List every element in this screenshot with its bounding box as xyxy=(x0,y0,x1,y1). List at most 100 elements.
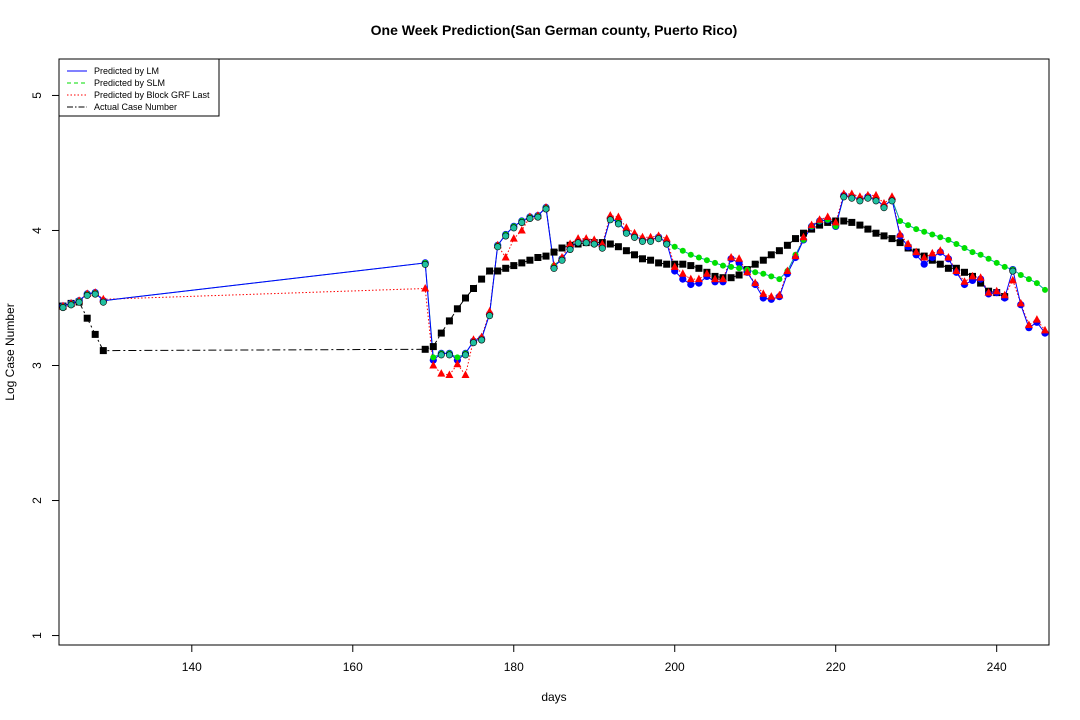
overlap-point xyxy=(864,194,872,202)
overlap-point xyxy=(872,197,880,205)
overlap-point xyxy=(421,260,429,268)
actual-point xyxy=(462,294,469,302)
slm-point xyxy=(929,231,936,238)
grf-point xyxy=(711,274,719,283)
legend-label: Predicted by LM xyxy=(94,66,159,76)
legend-label: Actual Case Number xyxy=(94,102,177,112)
slm-point xyxy=(905,222,912,229)
grf-point xyxy=(501,253,510,261)
slm-point xyxy=(969,249,976,256)
grf-point xyxy=(590,235,599,243)
actual-point xyxy=(896,239,904,247)
slm-point xyxy=(913,226,920,233)
y-tick-label: 2 xyxy=(30,497,44,504)
overlap-point xyxy=(566,246,574,254)
grf-point xyxy=(429,361,438,369)
actual-point xyxy=(816,221,824,229)
grf-point xyxy=(952,266,961,274)
overlap-point xyxy=(91,290,99,298)
actual-point xyxy=(695,264,703,272)
overlap-point xyxy=(582,239,590,247)
actual-point xyxy=(99,347,107,355)
grf-point xyxy=(872,190,880,199)
x-tick-label: 180 xyxy=(504,660,524,674)
slm-point xyxy=(695,254,702,261)
overlap-point xyxy=(598,244,606,252)
grf-point xyxy=(847,189,856,197)
actual-point xyxy=(550,248,558,256)
grf-point xyxy=(791,251,800,260)
overlap-point xyxy=(437,351,445,359)
lm-point xyxy=(687,280,695,289)
overlap-point xyxy=(856,197,864,205)
slm-point xyxy=(728,263,735,270)
grf-point xyxy=(968,271,977,280)
grf-point xyxy=(727,253,736,261)
actual-point xyxy=(848,218,856,226)
overlap-point xyxy=(518,219,526,227)
overlap-point xyxy=(655,235,663,243)
grf-point xyxy=(646,232,655,241)
grf-point xyxy=(759,289,768,297)
grf-point xyxy=(485,307,494,315)
series-layer xyxy=(59,189,1049,378)
grf-point xyxy=(960,277,969,285)
grf-point xyxy=(1041,325,1049,334)
overlap-point xyxy=(622,229,630,237)
x-tick-label: 220 xyxy=(826,660,846,674)
actual-point xyxy=(647,256,655,264)
grf-point xyxy=(678,269,687,277)
actual-point xyxy=(944,264,952,272)
slm-point xyxy=(736,265,743,272)
grf-point xyxy=(461,370,470,378)
slm-point xyxy=(760,270,767,277)
overlap-point xyxy=(1009,267,1017,275)
slm-point xyxy=(752,269,759,276)
overlap-point xyxy=(59,304,67,312)
actual-point xyxy=(429,343,437,351)
plot-frame xyxy=(58,58,1050,646)
actual-point xyxy=(542,252,550,260)
slm-point xyxy=(454,354,461,361)
x-axis: 140 160 180 200 220 240 xyxy=(182,645,1007,674)
grf-point xyxy=(702,269,711,277)
actual-point xyxy=(727,274,735,282)
y-tick-label: 5 xyxy=(30,92,44,99)
grf-point xyxy=(1032,315,1041,323)
slm-point xyxy=(712,259,718,266)
actual-point xyxy=(751,260,759,268)
actual-point xyxy=(83,314,91,322)
grf-point xyxy=(888,192,896,200)
slm-point xyxy=(768,273,775,280)
overlap-point xyxy=(606,216,614,224)
grf-point xyxy=(1008,275,1017,284)
actual-point xyxy=(437,329,445,337)
overlap-point xyxy=(574,239,582,247)
actual-point xyxy=(614,243,622,251)
slm-point xyxy=(945,236,952,243)
x-tick-label: 160 xyxy=(343,660,363,674)
grf-point xyxy=(614,212,623,220)
actual-point xyxy=(961,268,968,276)
actual-point xyxy=(606,240,614,248)
grf-point xyxy=(517,226,526,234)
actual-point xyxy=(735,271,743,279)
slm-point xyxy=(1042,286,1048,293)
actual-point xyxy=(518,259,526,267)
grf-point xyxy=(936,246,945,254)
overlap-point xyxy=(880,204,888,212)
grf-point xyxy=(799,232,808,241)
legend-label: Predicted by Block GRF Last xyxy=(94,90,210,100)
grf-point xyxy=(807,220,816,229)
grf-point xyxy=(767,292,776,300)
overlap-point xyxy=(534,213,542,221)
grf-point xyxy=(896,230,905,238)
grf-point xyxy=(775,290,784,299)
y-tick-label: 4 xyxy=(30,227,44,234)
lm-point xyxy=(679,275,687,283)
overlap-point xyxy=(614,220,622,228)
legend-box xyxy=(58,58,220,117)
grf-point xyxy=(984,288,993,296)
actual-point xyxy=(655,259,663,267)
